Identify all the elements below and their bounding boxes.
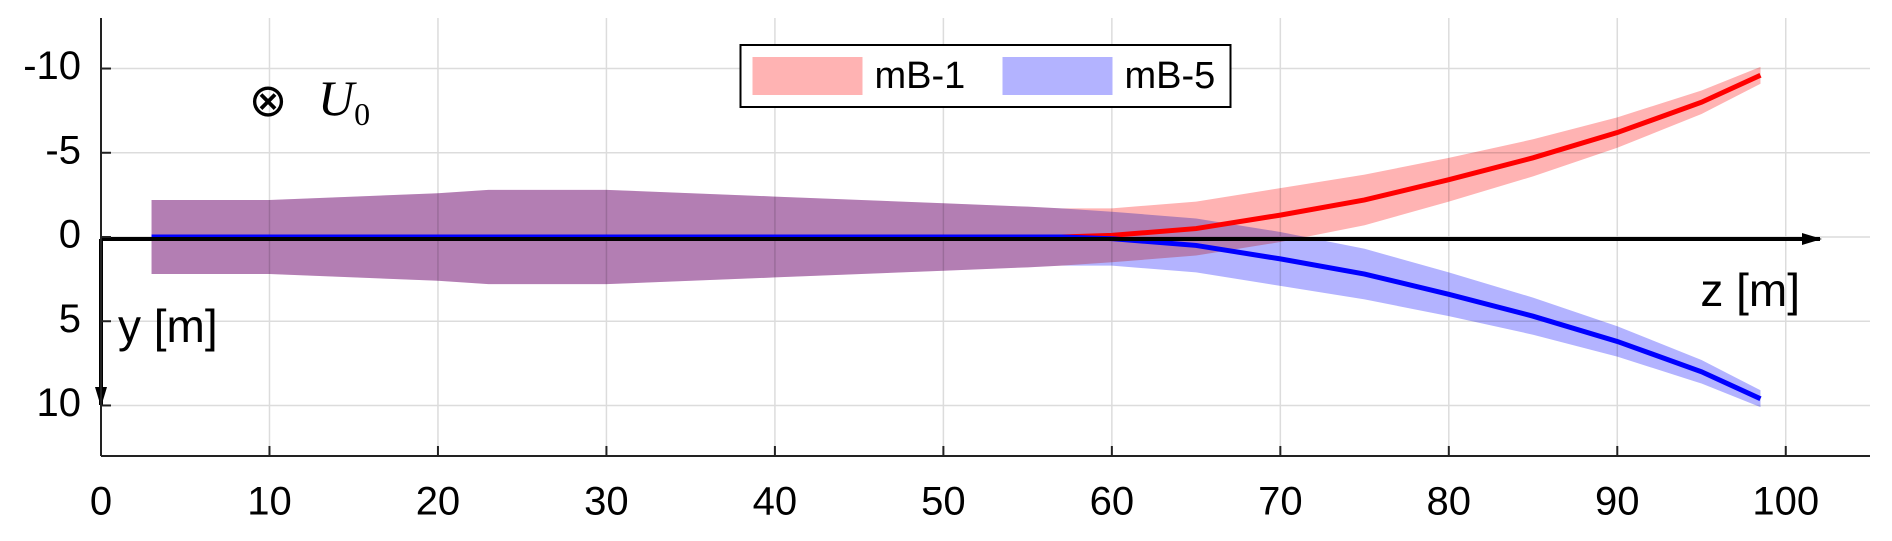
y-tick-label: 5 (59, 297, 81, 341)
x-tick-label: 60 (1090, 480, 1135, 524)
x-tick-label: 90 (1595, 480, 1640, 524)
legend-swatch (752, 57, 863, 95)
flow-variable-name: U (318, 70, 357, 126)
x-tick-label: 50 (921, 480, 966, 524)
x-tick-label: 40 (753, 480, 798, 524)
y-tick-label: -5 (45, 128, 81, 172)
y-tick-label: -10 (23, 44, 81, 88)
y-tick-label: 10 (37, 381, 82, 425)
legend-swatch (1002, 57, 1113, 95)
x-tick-label: 10 (247, 480, 292, 524)
legend: mB-1 mB-5 (739, 44, 1232, 108)
y-axis-label: y [m] (118, 300, 218, 352)
flow-symbol: ⊗ (249, 74, 288, 126)
y-tick-label: 0 (59, 213, 81, 257)
x-tick-label: 100 (1752, 480, 1819, 524)
flow-variable-subscript: 0 (354, 96, 370, 132)
band (151, 189, 1761, 408)
flow-variable: U0 (318, 70, 370, 132)
legend-label: mB-1 (875, 55, 966, 97)
z-axis-label: z [m] (1700, 264, 1800, 316)
x-tick-label: 30 (584, 480, 629, 524)
legend-label: mB-5 (1125, 55, 1216, 97)
x-tick-label: 80 (1427, 480, 1472, 524)
bands (151, 66, 1761, 408)
x-tick-label: 0 (90, 480, 112, 524)
x-tick-label: 20 (416, 480, 461, 524)
x-tick-label: 70 (1258, 480, 1303, 524)
